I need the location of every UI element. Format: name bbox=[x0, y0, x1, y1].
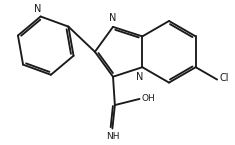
Text: OH: OH bbox=[141, 94, 155, 103]
Text: NH: NH bbox=[106, 132, 119, 141]
Text: Cl: Cl bbox=[219, 73, 229, 83]
Text: N: N bbox=[35, 4, 42, 14]
Text: N: N bbox=[136, 71, 144, 81]
Text: N: N bbox=[109, 13, 117, 23]
